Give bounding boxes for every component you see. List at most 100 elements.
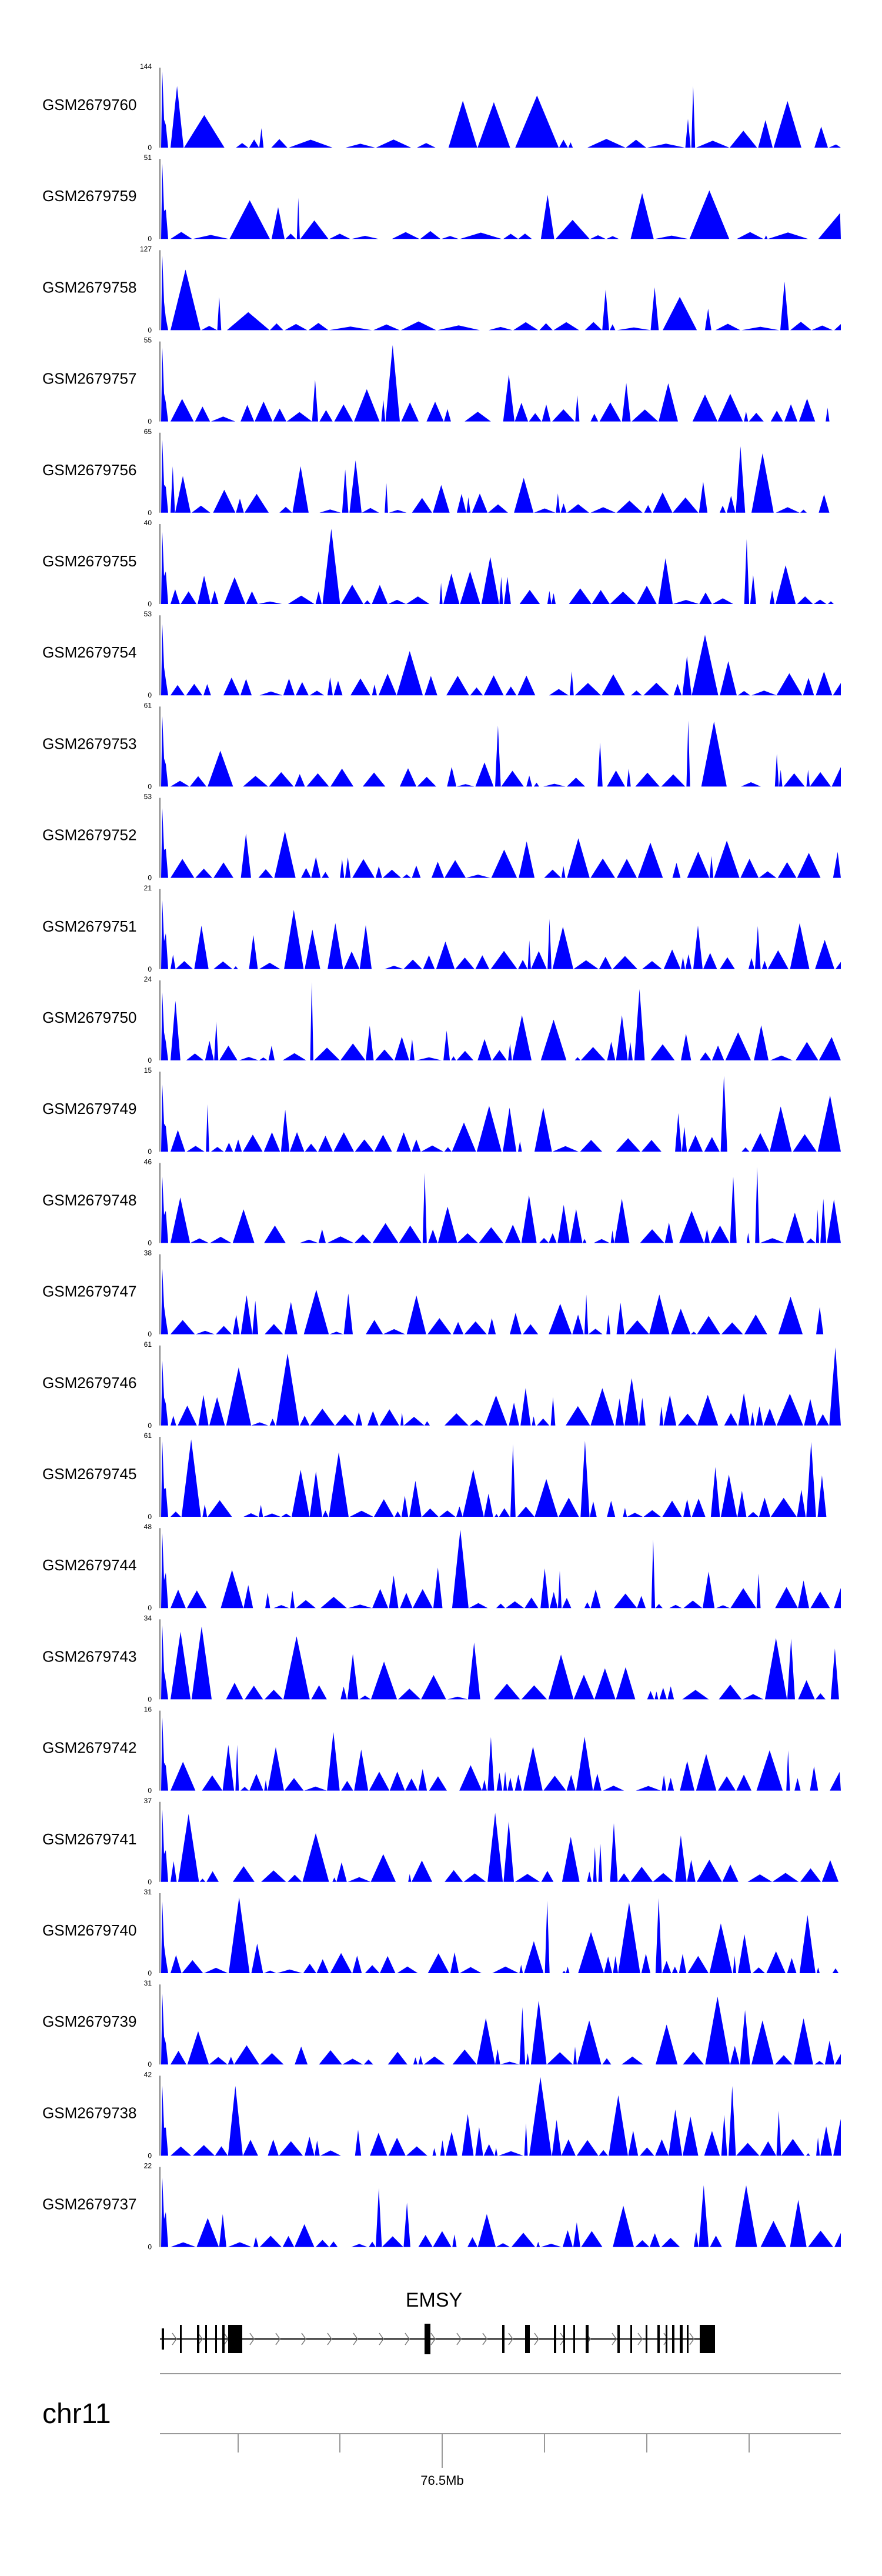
y-max-tick-label: 61 [144,1432,152,1440]
exon-block [657,2325,660,2353]
exon-block [228,2325,242,2353]
coverage-area [160,2077,841,2156]
coverage-area [160,1167,841,1243]
exon-block [617,2325,620,2353]
strand-arrow-icon [456,2333,462,2345]
track-GSM2679759: GSM2679759 51 0 [42,154,841,243]
y-max-tick-label: 37 [144,1797,152,1805]
y-min-tick-label: 0 [148,1239,152,1247]
y-min-tick-label: 0 [148,1604,152,1612]
y-max-tick-label: 16 [144,1706,152,1714]
track-GSM2679756: GSM2679756 65 0 [42,428,841,517]
exon-block [630,2325,632,2353]
exon-block [666,2325,667,2353]
exon-block [554,2325,556,2353]
track-GSM2679746: GSM2679746 61 0 [42,1340,841,1430]
exon-block [222,2325,225,2353]
y-min-tick-label: 0 [148,144,152,152]
y-max-tick-label: 34 [144,1614,152,1622]
exon-block [425,2324,430,2354]
y-min-tick-label: 0 [148,509,152,517]
track-label: GSM2679740 [42,1921,136,1939]
y-min-tick-label: 0 [148,1513,152,1521]
strand-arrow-icon [327,2333,332,2345]
coverage-area [160,624,841,696]
coverage-area [160,255,841,331]
track-label: GSM2679743 [42,1647,136,1665]
strand-arrow-icon [689,2333,694,2345]
track-label: GSM2679756 [42,461,136,479]
y-max-tick-label: 31 [144,1979,152,1987]
exon-block [573,2325,575,2353]
track-label: GSM2679744 [42,1556,136,1574]
track-GSM2679743: GSM2679743 34 0 [42,1614,841,1703]
y-max-tick-label: 61 [144,1340,152,1349]
exon-block [180,2325,182,2353]
exon-block [672,2325,674,2353]
gene-name-label: EMSY [406,2289,462,2311]
strand-arrow-icon [637,2333,643,2345]
genome-axis: chr11 76.5Mb [42,2373,841,2488]
y-min-tick-label: 0 [148,691,152,699]
strand-arrow-icon [301,2333,306,2345]
track-label: GSM2679749 [42,1100,136,1117]
track-GSM2679740: GSM2679740 31 0 [42,1888,841,1977]
coverage-tracks: GSM2679760 144 0 GSM2679759 51 0 GSM2679758 127… [42,62,841,2251]
y-max-tick-label: 46 [144,1157,152,1166]
track-GSM2679738: GSM2679738 42 0 [42,2070,841,2160]
y-min-tick-label: 0 [148,2060,152,2068]
track-GSM2679737: GSM2679737 22 0 [42,2162,841,2251]
y-min-tick-label: 0 [148,235,152,243]
coverage-area [160,1269,841,1334]
y-max-tick-label: 65 [144,428,152,436]
gene-model [160,2324,715,2354]
track-label: GSM2679738 [42,2104,136,2121]
y-max-tick-label: 38 [144,1249,152,1257]
coverage-area [160,439,841,513]
gene-track: EMSY [160,2289,715,2354]
y-min-tick-label: 0 [148,1422,152,1430]
y-max-tick-label: 61 [144,701,152,709]
coverage-area [160,345,841,422]
track-label: GSM2679760 [42,96,136,114]
chromosome-label: chr11 [42,2398,111,2430]
coverage-area [160,982,841,1060]
y-max-tick-label: 22 [144,2162,152,2170]
exon-block [586,2325,589,2353]
track-label: GSM2679737 [42,2195,136,2213]
track-label: GSM2679757 [42,370,136,388]
track-label: GSM2679759 [42,187,136,205]
coverage-area [160,716,841,787]
exon-block [563,2325,565,2353]
exon-block [162,2328,164,2350]
strand-arrow-icon [172,2333,177,2345]
y-min-tick-label: 0 [148,1330,152,1339]
track-label: GSM2679755 [42,552,136,570]
y-min-tick-label: 0 [148,600,152,608]
y-min-tick-label: 0 [148,1878,152,1886]
track-GSM2679758: GSM2679758 127 0 [42,245,841,334]
track-label: GSM2679742 [42,1739,136,1757]
coverage-area [160,2177,841,2247]
track-label: GSM2679750 [42,1009,136,1026]
y-max-tick-label: 24 [144,975,152,983]
exon-block [197,2325,199,2353]
exon-block [680,2325,683,2353]
y-min-tick-label: 0 [148,1147,152,1156]
coverage-area [160,163,841,239]
strand-arrow-icon [353,2333,358,2345]
track-GSM2679741: GSM2679741 37 0 [42,1797,841,1886]
y-max-tick-label: 51 [144,154,152,162]
track-label: GSM2679739 [42,2013,136,2030]
track-GSM2679739: GSM2679739 31 0 [42,1979,841,2068]
coverage-area [160,1439,841,1517]
track-GSM2679754: GSM2679754 53 0 [42,610,841,699]
strand-arrow-icon [612,2333,617,2345]
y-min-tick-label: 0 [148,1056,152,1065]
coverage-area [160,808,841,878]
y-min-tick-label: 0 [148,418,152,426]
track-label: GSM2679754 [42,643,136,661]
exon-block [205,2325,207,2353]
strand-arrow-icon [275,2333,280,2345]
y-max-tick-label: 31 [144,1888,152,1896]
